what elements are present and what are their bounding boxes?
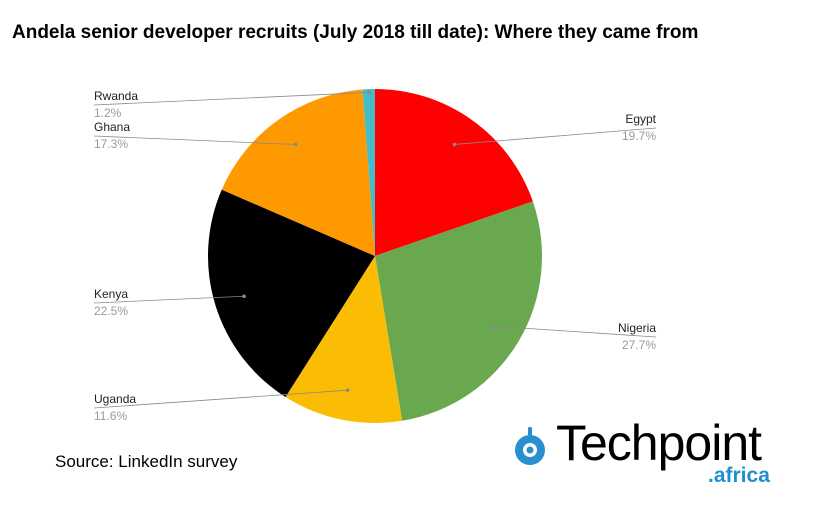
techpoint-logo: Techpoint .africa bbox=[510, 415, 800, 495]
leader-line-uganda bbox=[93, 389, 348, 409]
source-note: Source: LinkedIn survey bbox=[55, 452, 238, 471]
slice-value-ghana: 17.3% bbox=[94, 137, 128, 151]
slice-value-nigeria: 27.7% bbox=[622, 338, 656, 352]
slice-label-nigeria: Nigeria bbox=[618, 321, 656, 335]
logo-wordmark: Techpoint bbox=[556, 415, 762, 471]
pie-slice-uganda bbox=[285, 256, 403, 423]
leader-line-nigeria bbox=[492, 325, 657, 338]
pie-labels: Egypt 19.7% Nigeria 27.7% Uganda 11.6% Kenya 22… bbox=[94, 89, 657, 423]
logo-subtitle: .africa bbox=[708, 464, 770, 487]
slice-label-egypt: Egypt bbox=[625, 112, 656, 126]
pie-slice-nigeria bbox=[375, 201, 543, 421]
slice-label-ghana: Ghana bbox=[94, 120, 130, 134]
leader-dot-kenya bbox=[242, 294, 246, 299]
leader-line-kenya bbox=[93, 295, 245, 304]
slice-value-uganda: 11.6% bbox=[94, 409, 127, 423]
leader-dot-nigeria bbox=[490, 324, 495, 328]
leader-dot-rwanda bbox=[367, 90, 371, 95]
slice-label-kenya: Kenya bbox=[94, 287, 128, 301]
chart-title: Andela senior developer recruits (July 2… bbox=[12, 22, 699, 43]
leader-dot-egypt bbox=[452, 142, 457, 147]
pie-leader-lines bbox=[93, 90, 657, 409]
leader-line-rwanda bbox=[93, 92, 369, 106]
slice-label-rwanda: Rwanda bbox=[94, 89, 138, 103]
pie-slices bbox=[207, 89, 543, 423]
pie-slice-egypt bbox=[375, 89, 533, 256]
leader-line-egypt bbox=[454, 127, 657, 145]
slice-value-egypt: 19.7% bbox=[622, 129, 656, 143]
pie-slice-kenya bbox=[207, 189, 375, 398]
pie-slice-ghana bbox=[221, 89, 375, 257]
location-pin-icon bbox=[515, 427, 545, 465]
pie-slice-rwanda bbox=[362, 89, 375, 256]
leader-line-ghana bbox=[93, 135, 296, 145]
slice-value-rwanda: 1.2% bbox=[94, 106, 122, 120]
slice-value-kenya: 22.5% bbox=[94, 304, 128, 318]
leader-dot-uganda bbox=[345, 388, 350, 392]
leader-dot-ghana bbox=[293, 142, 298, 147]
slice-label-uganda: Uganda bbox=[94, 392, 136, 406]
